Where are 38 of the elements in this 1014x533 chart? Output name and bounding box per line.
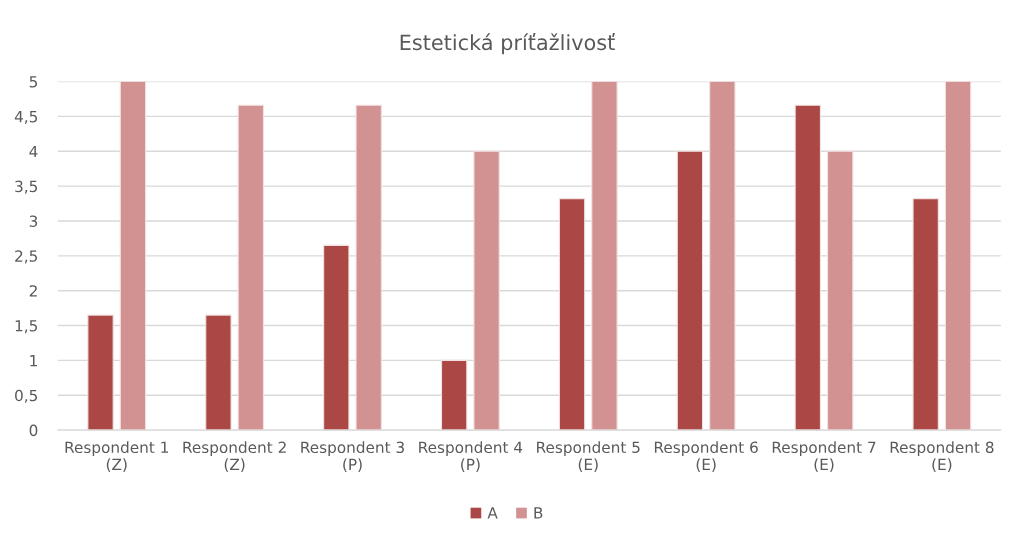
x-tick-label: Respondent 7 (E): [772, 441, 876, 472]
bar: [119, 81, 147, 431]
y-tick-label: 1,5: [15, 320, 38, 334]
y-tick-label: 0: [29, 424, 38, 437]
y-tick-label: 2: [29, 285, 37, 297]
bar: [558, 198, 586, 431]
legend-label: B: [534, 507, 543, 519]
bar: [205, 314, 232, 431]
bar: [237, 104, 265, 431]
bar: [794, 104, 821, 431]
legend-label: A: [487, 507, 498, 519]
bar: [87, 314, 114, 431]
x-tick-label: Respondent 5 (E): [537, 441, 640, 472]
bar: [912, 198, 939, 431]
x-tick-label: Respondent 4 (P): [419, 441, 523, 472]
bar: [591, 81, 618, 431]
y-tick-label: 0,5: [15, 389, 38, 403]
x-tick-label: Respondent 8 (E): [890, 441, 994, 472]
y-tick-label: 1: [30, 355, 37, 367]
bar: [440, 359, 468, 431]
y-tick-label: 5: [29, 76, 38, 88]
x-tick-label: Respondent 1 (Z): [65, 441, 169, 472]
x-tick-label: Respondent 6 (E): [654, 441, 758, 472]
y-tick-label: 4,5: [14, 111, 38, 124]
x-tick-label: Respondent 2 (Z): [183, 441, 286, 472]
y-tick-label: 3,5: [15, 180, 38, 194]
bar: [709, 81, 736, 431]
y-tick-label: 2,5: [15, 250, 38, 264]
y-tick-label: 4: [29, 145, 38, 158]
bar: [473, 150, 500, 431]
bar: [944, 81, 972, 431]
y-tick-label: 3: [29, 215, 38, 227]
chart-title: Estetická príťažlivosť: [400, 33, 615, 55]
bar: [676, 150, 704, 431]
bar: [323, 244, 350, 431]
bar: [355, 104, 382, 431]
bar: [827, 150, 854, 431]
x-tick-label: Respondent 3 (P): [301, 441, 404, 472]
